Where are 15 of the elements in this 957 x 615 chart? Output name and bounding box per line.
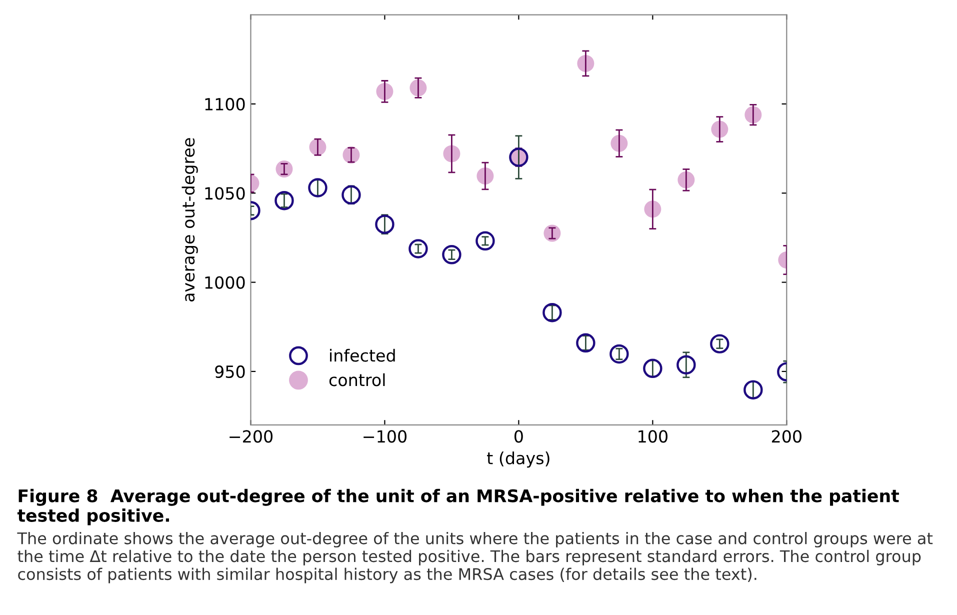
x-tick-label: 100 [638,430,668,443]
y-tick-label: 1050 [205,187,245,200]
x-tick-label: 200 [772,430,802,443]
legend-label: control [329,373,385,386]
x-tick-label: −200 [230,430,273,443]
y-tick-label: 950 [215,365,245,378]
text: The ordinate shows the average out-degree of the units where the patients in the case and control groups were at the time Δt relative to the date the person tested positive. The bars represent standard errors. The control group consists of patients with similar hospital history as the MRSA cases (for details see the text). [17,532,933,584]
text: Figure 8 Average out-degree of the unit of an MRSA-positive relative to when the patient tested positive. [17,488,899,526]
x-axis-title: t (days) [487,452,550,468]
y-tick-label: 1100 [205,98,245,111]
x-tick-label: −100 [364,430,406,443]
x-tick-label: 0 [514,430,523,443]
y-tick-label: 1000 [205,276,245,289]
y-axis-title: average out-degree [182,138,198,302]
legend-label: infected [330,348,395,362]
